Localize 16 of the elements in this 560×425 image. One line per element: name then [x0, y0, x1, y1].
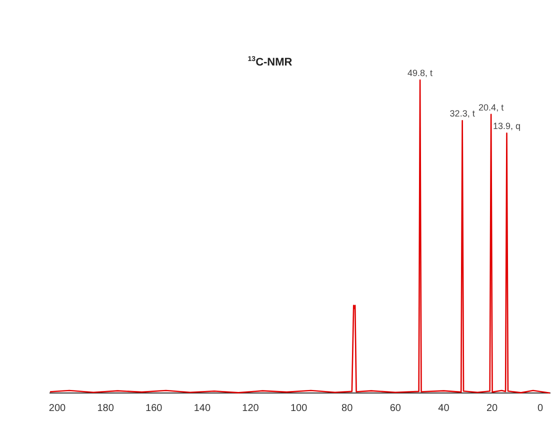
x-tick-label: 180	[97, 402, 114, 414]
x-tick-label: 0	[538, 402, 544, 414]
x-tick-label: 160	[146, 402, 163, 414]
x-tick-label: 60	[390, 402, 402, 414]
x-tick-label: 80	[342, 402, 354, 414]
x-tick-label: 40	[438, 402, 450, 414]
annotation: 13.9, q	[493, 121, 521, 132]
x-tick-label: 140	[194, 402, 211, 414]
chart-title: $^{13}$C-NMR	[246, 56, 294, 69]
x-tick-label: 100	[290, 402, 308, 414]
x-tick-label: 120	[242, 402, 260, 414]
annotation: 32.3, t	[450, 108, 476, 119]
annotation: 49.8, t	[408, 68, 434, 78]
annotation: 20.4, t	[478, 102, 504, 112]
x-tick-label: 20	[486, 402, 498, 414]
x-tick-label: 200	[48, 402, 66, 414]
